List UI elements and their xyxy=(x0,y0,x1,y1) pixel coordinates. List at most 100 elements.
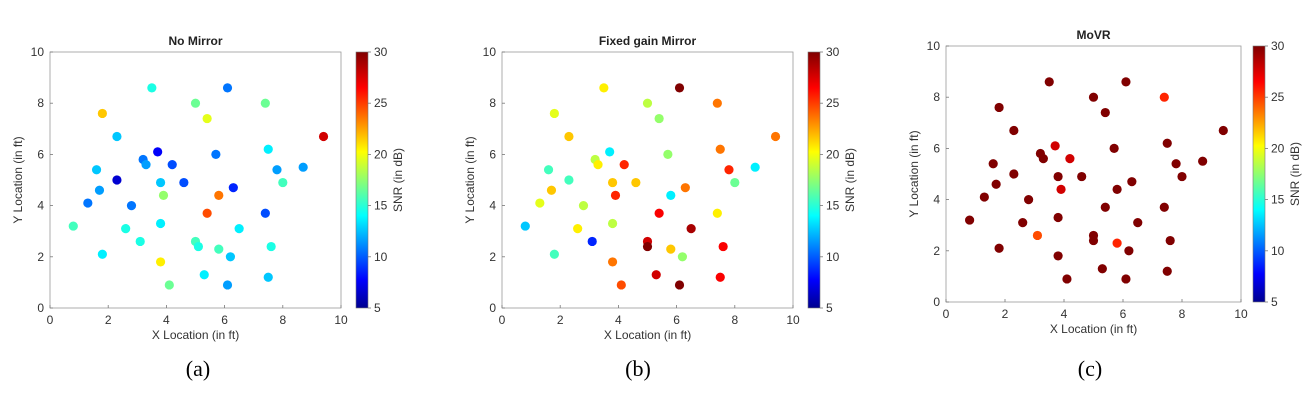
y-tick-label: 8 xyxy=(489,96,496,110)
panel-caption: (b) xyxy=(625,356,651,381)
data-point xyxy=(1109,143,1119,153)
y-tick-label: 10 xyxy=(927,39,941,53)
data-point xyxy=(298,162,308,172)
data-point xyxy=(266,241,276,252)
data-point xyxy=(965,215,975,225)
x-tick-label: 8 xyxy=(1179,307,1186,321)
colorbar-tick-label: 30 xyxy=(826,45,840,59)
data-point xyxy=(715,272,725,282)
colorbar-tick-label: 10 xyxy=(374,250,388,264)
x-axis-label: X Location (in ft) xyxy=(1050,322,1137,336)
data-point xyxy=(121,224,131,234)
data-point xyxy=(654,113,664,124)
y-axis-label: Y Location (in ft) xyxy=(11,136,25,223)
data-point xyxy=(112,175,122,185)
data-point xyxy=(642,98,653,108)
data-point xyxy=(730,177,740,188)
data-point xyxy=(1133,218,1143,228)
data-point xyxy=(1159,202,1169,212)
data-point xyxy=(607,177,618,188)
colorbar-tick-label: 20 xyxy=(826,147,840,161)
data-point xyxy=(318,131,329,142)
data-point xyxy=(1127,177,1137,187)
data-point xyxy=(1100,202,1110,212)
colorbar-tick-label: 15 xyxy=(826,199,840,213)
data-point xyxy=(654,208,664,218)
data-point xyxy=(155,177,166,188)
data-point xyxy=(546,185,557,195)
y-tick-label: 2 xyxy=(489,250,496,264)
colorbar-label: SNR (in dB) xyxy=(843,148,857,212)
data-point xyxy=(535,198,545,208)
data-point xyxy=(520,221,530,231)
data-point xyxy=(147,83,157,93)
chart-panel-1: No Mirror 0 2 4 6 8 10 0 2 4 6 8 10 X Location (in ft… xyxy=(11,34,405,381)
x-tick-label: 0 xyxy=(499,313,506,327)
y-tick-label: 6 xyxy=(489,147,496,161)
data-point xyxy=(674,83,685,93)
data-point xyxy=(199,270,209,280)
data-point xyxy=(155,257,166,267)
data-point xyxy=(674,280,685,290)
data-point xyxy=(263,272,273,282)
data-point xyxy=(599,83,609,93)
data-point xyxy=(1038,154,1048,164)
data-point xyxy=(1050,141,1060,151)
data-point xyxy=(770,131,781,142)
data-point xyxy=(164,280,174,290)
data-point xyxy=(543,165,554,175)
data-point xyxy=(211,149,221,159)
data-point xyxy=(112,131,122,142)
x-tick-label: 4 xyxy=(163,313,170,327)
y-tick-label: 8 xyxy=(933,90,940,104)
colorbar-tick-label: 15 xyxy=(374,199,388,213)
colorbar xyxy=(1252,45,1266,303)
x-tick-label: 10 xyxy=(786,313,800,327)
data-point xyxy=(155,218,166,229)
data-point xyxy=(564,175,574,185)
data-point xyxy=(1162,266,1172,276)
data-point xyxy=(214,244,224,254)
data-point xyxy=(607,218,618,229)
data-point xyxy=(1112,238,1122,248)
data-point xyxy=(1065,154,1075,164)
data-point xyxy=(179,177,189,188)
data-point xyxy=(988,159,998,169)
colorbar-tick-label: 30 xyxy=(1271,39,1285,53)
y-tick-label: 10 xyxy=(31,45,45,59)
colorbar-tick-label: 15 xyxy=(1271,193,1285,207)
data-point xyxy=(607,257,618,267)
x-tick-label: 6 xyxy=(673,313,680,327)
chart-title: MoVR xyxy=(1077,28,1111,42)
data-point xyxy=(718,241,728,252)
data-point xyxy=(573,224,583,234)
data-point xyxy=(1053,212,1063,223)
data-point xyxy=(1159,92,1169,102)
y-tick-label: 4 xyxy=(933,193,940,207)
data-point xyxy=(68,221,78,231)
panel-caption: (c) xyxy=(1078,356,1102,381)
data-point xyxy=(135,236,145,247)
data-point xyxy=(750,162,760,172)
plot-area xyxy=(501,51,794,309)
colorbar-tick-label: 25 xyxy=(1271,90,1285,104)
x-tick-label: 8 xyxy=(279,313,286,327)
y-tick-label: 4 xyxy=(37,199,44,213)
data-point xyxy=(619,160,629,170)
data-point xyxy=(1177,171,1187,182)
data-point xyxy=(587,236,597,247)
colorbar-tick-label: 20 xyxy=(374,147,388,161)
y-axis-label: Y Location (in ft) xyxy=(907,130,921,217)
data-point xyxy=(1124,246,1134,256)
data-point xyxy=(616,280,626,290)
data-point xyxy=(1053,171,1063,182)
colorbar-tick-label: 10 xyxy=(826,250,840,264)
data-point xyxy=(715,144,725,154)
data-point xyxy=(1100,107,1110,118)
data-point xyxy=(991,179,1001,189)
data-point xyxy=(190,98,201,108)
data-point xyxy=(1097,264,1107,274)
data-point xyxy=(549,249,559,259)
data-point xyxy=(1088,92,1099,102)
colorbar-tick-label: 20 xyxy=(1271,141,1285,155)
